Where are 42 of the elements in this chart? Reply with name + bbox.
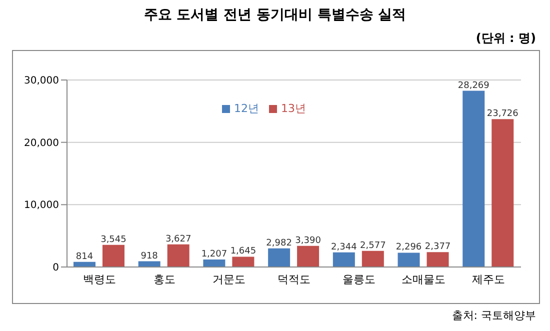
bar <box>492 119 514 267</box>
bar <box>332 252 355 267</box>
data-label: 814 <box>76 252 94 262</box>
data-label: 1,645 <box>230 246 256 257</box>
chart-subtitle: (단위 : 명) <box>476 30 536 47</box>
data-label: 918 <box>140 251 158 262</box>
data-label: 2,377 <box>424 242 451 252</box>
source-note: 출처: 국토해양부 <box>452 308 536 323</box>
bar <box>426 252 449 267</box>
y-tick-label: 20,000 <box>24 138 59 149</box>
data-label: 2,577 <box>360 240 386 251</box>
bar <box>398 252 420 267</box>
x-tick-label: 소매물도 <box>402 272 446 286</box>
legend-label: 13년 <box>281 102 306 115</box>
chart-title: 주요 도서별 전년 동기대비 특별수송 실적 <box>142 6 408 24</box>
bar <box>102 244 124 267</box>
data-label: 3,545 <box>100 234 126 245</box>
x-tick-label: 울릉도 <box>342 272 376 286</box>
data-label: 2,296 <box>396 242 422 253</box>
data-label: 23,726 <box>486 109 519 120</box>
data-label: 3,390 <box>295 236 322 246</box>
x-tick-label: 홍도 <box>153 272 176 286</box>
data-label: 2,982 <box>266 238 292 248</box>
y-tick-label: 30,000 <box>24 76 59 87</box>
data-label: 1,207 <box>201 249 228 260</box>
bar <box>268 248 290 267</box>
data-label: 28,269 <box>458 80 490 91</box>
x-tick-label: 백령도 <box>82 272 116 286</box>
bar <box>462 90 485 267</box>
y-tick-label: 10,000 <box>24 200 59 212</box>
bar <box>297 246 320 267</box>
data-label: 2,344 <box>331 242 358 252</box>
x-tick-label: 제주도 <box>472 272 506 286</box>
legend-label: 12년 <box>234 102 259 115</box>
bar <box>232 256 254 267</box>
x-tick-label: 거문도 <box>212 272 246 286</box>
y-tick-label: 0 <box>52 262 59 274</box>
bar <box>167 244 190 267</box>
x-tick-label: 덕적도 <box>278 272 310 286</box>
data-label: 3,627 <box>165 234 192 244</box>
bar <box>362 250 384 267</box>
bar <box>203 259 226 267</box>
